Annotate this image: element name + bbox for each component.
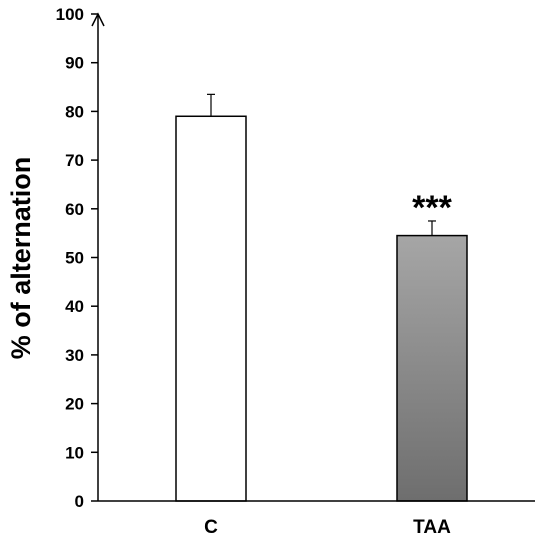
y-axis-ticks: 0 10 20 30 40 50 60 70 80 90 100 [56,5,98,511]
y-tick-label: 10 [65,443,84,462]
y-tick-label: 30 [65,346,84,365]
annotations: *** [412,189,452,227]
y-tick-label: 0 [75,492,84,511]
error-bars [207,93,436,236]
category-label-c: C [204,517,218,538]
significance-annotation: *** [412,189,452,227]
category-labels: C TAA [204,517,451,538]
category-label-taa: TAA [413,517,451,538]
bars [175,115,468,502]
y-tick-label: 90 [65,54,84,73]
y-tick-label: 40 [65,297,84,316]
y-tick-label: 20 [65,395,84,414]
y-tick-label: 50 [65,249,84,268]
y-tick-label: 70 [65,151,84,170]
y-tick-label: 80 [65,102,84,121]
y-axis-arrow [91,12,105,27]
y-tick-label: 100 [56,5,84,24]
bar-c [175,115,247,502]
bar-taa [396,234,468,502]
y-tick-label: 60 [65,200,84,219]
y-axis-title: % of alternation [6,157,36,360]
